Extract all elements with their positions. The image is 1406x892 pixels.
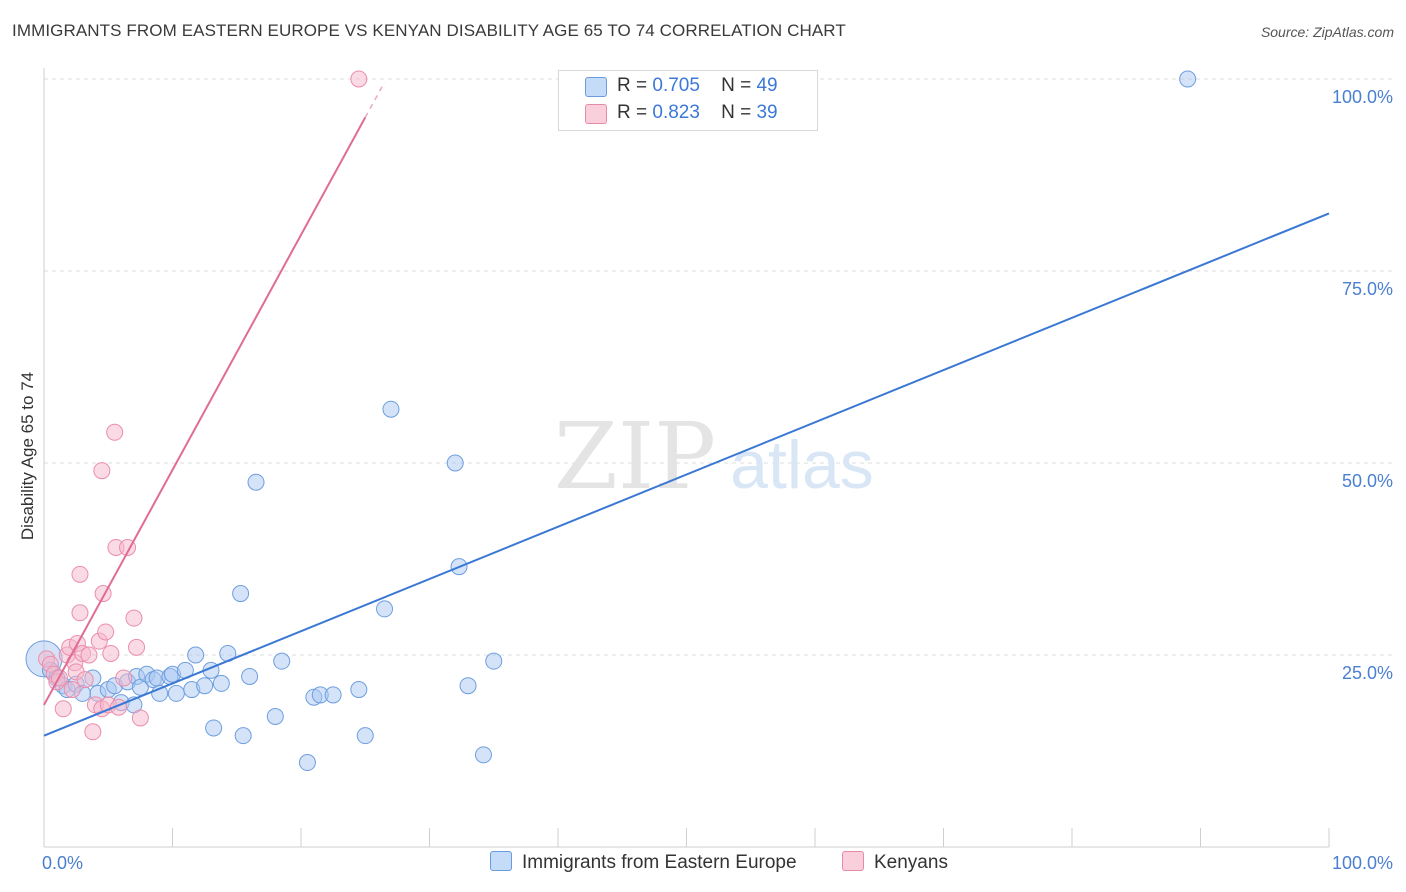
point-kenyans (128, 638, 146, 656)
y-tick-label: 100.0% (1332, 87, 1393, 107)
point-kenyans (97, 623, 115, 641)
x-tick-label-start: 0.0% (42, 853, 83, 873)
point-eastern-europe (241, 668, 259, 686)
bottom-legend-swatch-pink (842, 851, 864, 871)
point-kenyans (93, 462, 111, 480)
point-eastern-europe (232, 585, 250, 603)
y-tick-label: 75.0% (1342, 279, 1393, 299)
point-eastern-europe (212, 674, 230, 692)
point-kenyans (102, 644, 120, 662)
correlation-legend: R = 0.705 N = 49 R = 0.823 N = 39 (558, 70, 818, 131)
y-tick-label: 25.0% (1342, 663, 1393, 683)
y-axis-label: Disability Age 65 to 74 (18, 372, 37, 540)
legend-n-label: N = (721, 75, 752, 96)
legend-swatch-pink (585, 104, 607, 124)
bottom-legend-label-blue: Immigrants from Eastern Europe (522, 852, 797, 873)
data-points (25, 70, 1197, 772)
point-eastern-europe (234, 727, 252, 745)
legend-r-value-pink: 0.823 (652, 102, 700, 123)
point-kenyans (115, 669, 133, 687)
bottom-legend-item-kenyans: Kenyans (842, 851, 948, 874)
point-kenyans (63, 681, 81, 699)
source-label: Source: ZipAtlas.com (1260, 24, 1394, 40)
point-eastern-europe (356, 727, 374, 745)
point-eastern-europe (350, 681, 368, 699)
legend-n-value-blue: 49 (756, 75, 778, 96)
point-kenyans (76, 671, 94, 689)
x-tick-label-end: 100.0% (1332, 853, 1393, 873)
point-eastern-europe (382, 400, 400, 418)
watermark-zip: ZIP (554, 403, 716, 510)
point-kenyans (80, 646, 98, 664)
tick-labels: 25.0% 50.0% 75.0% 100.0% 0.0% 100.0% (42, 87, 1393, 873)
point-kenyans (131, 709, 149, 727)
point-kenyans (71, 565, 89, 583)
point-kenyans (350, 70, 368, 88)
point-eastern-europe (474, 746, 492, 764)
watermark: ZIP atlas (554, 403, 874, 510)
point-eastern-europe (266, 707, 284, 725)
bottom-legend-item-eastern-europe: Immigrants from Eastern Europe (490, 851, 797, 874)
point-eastern-europe (167, 684, 185, 702)
point-eastern-europe (1179, 70, 1197, 88)
point-eastern-europe (298, 754, 316, 772)
legend-swatch-blue (585, 77, 607, 97)
point-kenyans (125, 609, 143, 627)
legend-r-label: R = (617, 75, 648, 96)
point-kenyans (54, 700, 72, 718)
gridlines (44, 78, 1395, 656)
y-tick-label: 50.0% (1342, 471, 1393, 491)
trend-lines (43, 81, 1330, 737)
legend-r-value-blue: 0.705 (652, 75, 700, 96)
point-eastern-europe (187, 646, 205, 664)
point-eastern-europe (376, 600, 394, 618)
watermark-atlas: atlas (730, 427, 874, 503)
point-eastern-europe (196, 677, 214, 695)
point-eastern-europe (485, 652, 503, 670)
bottom-legend-swatch-blue (490, 851, 512, 871)
point-eastern-europe (459, 677, 477, 695)
chart-title: IMMIGRANTS FROM EASTERN EUROPE VS KENYAN… (12, 21, 846, 40)
point-eastern-europe (446, 454, 464, 472)
point-kenyans (106, 423, 124, 441)
bottom-legend-label-pink: Kenyans (874, 852, 948, 873)
axes (43, 68, 1330, 848)
point-eastern-europe (324, 686, 342, 704)
point-eastern-europe (205, 719, 223, 737)
trend-line-kenyans (43, 116, 367, 706)
point-eastern-europe (273, 652, 291, 670)
trend-line-eastern-europe (43, 212, 1330, 737)
legend-r-label: R = (617, 102, 648, 123)
point-eastern-europe (247, 473, 265, 491)
point-kenyans (84, 723, 102, 741)
legend-n-label: N = (721, 102, 752, 123)
trend-line-kenyans-extension (364, 81, 386, 118)
legend-n-value-pink: 39 (756, 102, 778, 123)
point-kenyans (71, 604, 89, 622)
